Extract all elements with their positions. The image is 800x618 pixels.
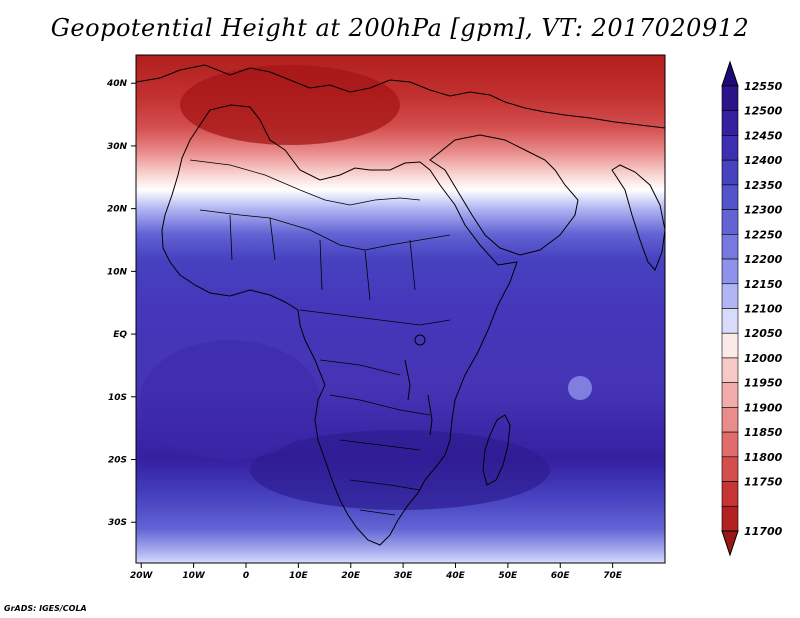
footer-credit: GrADS: IGES/COLA — [4, 604, 87, 613]
colorbar-label: 11950 — [744, 377, 783, 390]
colorbar-label: 12300 — [744, 204, 783, 217]
field-lobe-west — [140, 340, 320, 460]
colorbar-label: 11850 — [744, 426, 783, 439]
y-tick-label: 30S — [108, 518, 127, 528]
colorbar-label: 11900 — [744, 401, 783, 414]
colorbar-label: 11700 — [744, 525, 783, 538]
y-tick-label: 10S — [108, 393, 127, 403]
colorbar-swatch — [721, 159, 739, 186]
x-tick-label: 20W — [130, 571, 154, 581]
colorbar-top-arrow — [721, 60, 739, 87]
field-lobe-island — [568, 376, 592, 400]
india-coastline — [611, 164, 665, 271]
y-tick-label: 10N — [107, 267, 128, 277]
colorbar-swatch — [721, 234, 739, 260]
x-tick-label: 70E — [603, 571, 623, 581]
x-tick-label: 10W — [182, 571, 206, 581]
colorbar-swatch — [721, 332, 739, 359]
colorbar: 12550 12500 12450 12400 12350 12300 12250 12200… — [721, 60, 783, 557]
colorbar-label: 12150 — [744, 278, 783, 291]
y-tick-label: 20N — [107, 205, 128, 215]
plot-area — [136, 55, 665, 563]
colorbar-swatch — [721, 431, 739, 458]
colorbar-swatch — [721, 85, 739, 112]
lake-tanganyika — [404, 359, 411, 401]
x-tick-label: 0 — [243, 571, 249, 581]
lake-victoria — [414, 334, 426, 346]
colorbar-swatch — [721, 110, 739, 136]
x-tick-label: 30E — [394, 571, 414, 581]
coastlines — [136, 64, 665, 546]
x-tick-label: 40E — [445, 571, 466, 581]
y-tick-label: 20S — [108, 456, 127, 466]
madagascar-coastline — [482, 414, 511, 486]
colorbar-swatch — [721, 308, 739, 334]
colorbar-label: 12350 — [744, 179, 783, 192]
x-tick-label: 10E — [289, 571, 309, 581]
country-borders — [189, 159, 451, 516]
field-lobe-north — [180, 65, 400, 145]
plot-frame — [135, 54, 666, 564]
y-axis: 40N 30N 20N 10N EQ 10S 20S 30S — [106, 79, 136, 528]
colorbar-label: 12400 — [744, 154, 783, 167]
europe-coastline — [136, 64, 665, 129]
lake-malawi — [427, 394, 433, 436]
colorbar-bottom-arrow — [721, 530, 739, 557]
colorbar-swatch — [721, 184, 739, 210]
colorbar-swatch — [721, 505, 739, 532]
colorbar-label: 12250 — [744, 228, 783, 241]
x-tick-label: 60E — [551, 571, 571, 581]
colorbar-label: 11800 — [744, 451, 783, 464]
colorbar-swatch — [721, 135, 739, 161]
colorbar-swatch — [721, 357, 739, 383]
colorbar-swatch — [721, 258, 739, 285]
africa-coastline — [161, 104, 518, 546]
colorbar-label: 11750 — [744, 476, 783, 489]
x-tick-label: 50E — [499, 571, 519, 581]
y-tick-label: 40N — [106, 79, 128, 89]
colorbar-swatch — [721, 382, 739, 408]
field-lobe-high — [250, 430, 550, 510]
colorbar-label: 12200 — [744, 253, 783, 266]
colorbar-label: 12450 — [744, 129, 783, 142]
colorbar-swatch — [721, 481, 739, 507]
x-axis: 20W 10W 0 10E 20E 30E 40E 50E 60E 70E — [130, 563, 623, 581]
colorbar-swatch — [721, 283, 739, 309]
colorbar-label: 12000 — [744, 352, 783, 365]
colorbar-swatch — [721, 209, 739, 235]
y-tick-label: 30N — [107, 142, 128, 152]
colorbar-label: 12550 — [744, 80, 783, 93]
chart-title: Geopotential Height at 200hPa [gpm], VT:… — [50, 14, 750, 42]
colorbar-label: 12050 — [744, 327, 783, 340]
colorbar-swatch — [721, 456, 739, 482]
colorbar-label: 12100 — [744, 303, 783, 316]
colorbar-swatch — [721, 407, 739, 433]
colorbar-label: 12500 — [744, 105, 783, 118]
arabia-coastline — [429, 134, 579, 256]
y-tick-label: EQ — [113, 330, 127, 340]
x-tick-label: 20E — [341, 571, 361, 581]
